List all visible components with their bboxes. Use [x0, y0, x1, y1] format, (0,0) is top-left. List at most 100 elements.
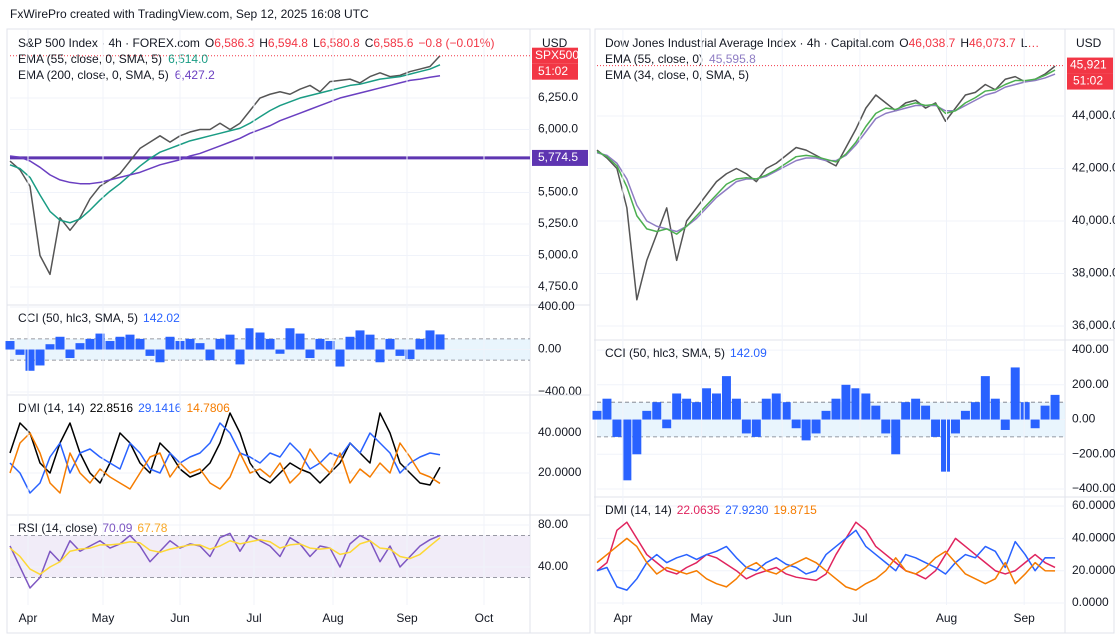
bar	[592, 410, 602, 420]
series-line	[596, 73, 1056, 233]
bar	[415, 338, 425, 350]
bar	[861, 393, 871, 420]
y-tick-label: 5,250.0	[538, 216, 578, 230]
legend-value: 19.8715	[773, 503, 817, 517]
x-tick-label: Apr	[19, 611, 38, 625]
bar	[335, 349, 345, 367]
right-frame	[594, 28, 1115, 634]
y-tick-label: 40.0000	[538, 425, 582, 439]
pane-title: DMI (14, 14)	[18, 401, 85, 415]
x-tick-label: May	[92, 611, 115, 625]
x-tick-label: Apr	[614, 611, 633, 625]
bar	[275, 349, 285, 354]
bar	[1010, 367, 1020, 420]
bar	[15, 349, 25, 355]
bar	[55, 336, 65, 350]
bar	[652, 402, 662, 420]
pane-title: Dow Jones Industrial Average Index · 4h …	[605, 36, 894, 50]
ohlc-value: …	[1027, 36, 1039, 50]
bar	[751, 419, 761, 437]
series-line	[9, 422, 441, 494]
bar	[85, 338, 95, 350]
bar	[950, 419, 960, 434]
x-tick-label: Jul	[246, 611, 261, 625]
bar	[771, 393, 781, 420]
bar	[125, 334, 135, 350]
ohlc-key: O	[205, 36, 214, 50]
bar	[305, 349, 315, 359]
x-tick-label: Jul	[852, 611, 867, 625]
bar	[831, 398, 841, 420]
bar	[245, 328, 255, 350]
y-tick-label: 20.0000	[538, 465, 582, 479]
hline-badge	[532, 149, 588, 166]
currency: USD	[1076, 36, 1102, 50]
bar	[632, 419, 642, 455]
y-tick-label: 40,000.0	[1072, 213, 1115, 227]
bar	[435, 334, 445, 350]
bar	[931, 419, 941, 437]
bar	[285, 328, 295, 350]
bar	[25, 349, 35, 371]
y-tick-label: 44,000.0	[1072, 108, 1115, 122]
bar	[45, 344, 55, 350]
legend-name: EMA (55, close, 0, SMA, 5)	[18, 52, 162, 66]
bar	[35, 349, 45, 366]
bar	[115, 336, 125, 350]
bar	[345, 336, 355, 350]
bar	[801, 419, 811, 441]
legend-value: 29.1416	[138, 401, 182, 415]
legend-value: 67.78	[137, 521, 167, 535]
bar	[970, 402, 980, 420]
bar	[602, 398, 612, 420]
bar	[385, 338, 395, 350]
bar	[375, 349, 385, 363]
legend-name: EMA (200, close, 0, SMA, 5)	[18, 68, 169, 82]
bar	[295, 333, 305, 350]
bar	[225, 334, 235, 350]
y-tick-label: 400.00	[538, 299, 575, 313]
bar	[612, 419, 622, 437]
y-tick-label: 36,000.0	[1072, 318, 1115, 332]
bar	[265, 338, 275, 350]
ohlc-key: H	[259, 36, 268, 50]
legend-value: 142.02	[143, 311, 180, 325]
ohlc-key: L	[313, 36, 320, 50]
y-tick-label: 38,000.0	[1072, 266, 1115, 280]
x-tick-label: Sep	[396, 611, 418, 625]
bar	[692, 402, 702, 420]
legend-name: EMA (34, close, 0, SMA, 5)	[605, 68, 749, 82]
bar	[315, 338, 325, 350]
bar	[712, 393, 721, 420]
y-tick-label: 80.00	[538, 517, 568, 531]
bar	[741, 419, 751, 434]
bar	[662, 419, 672, 429]
bar	[980, 376, 990, 420]
price-badge	[532, 47, 578, 64]
bar	[761, 398, 771, 420]
x-tick-label: Jun	[773, 611, 792, 625]
y-tick-label: 5,500.0	[538, 185, 578, 199]
bar	[205, 349, 215, 361]
pane-title: S&P 500 Index · 4h · FOREX.com	[18, 36, 200, 50]
pane-title: CCI (50, hlc3, SMA, 5)	[605, 346, 725, 360]
y-tick-label: 0.00	[1072, 412, 1096, 426]
y-tick-label: −400.00	[1072, 481, 1115, 495]
bar	[75, 343, 85, 350]
y-tick-label: 40.0000	[1072, 531, 1115, 545]
x-tick-label: Jun	[170, 611, 189, 625]
bar	[1040, 405, 1050, 420]
ohlc-key: C	[365, 36, 374, 50]
bar	[622, 419, 632, 481]
bar	[781, 402, 791, 420]
ohlc-value: 46,073.7	[969, 36, 1016, 50]
currency: USD	[542, 36, 568, 50]
bar	[105, 341, 115, 350]
y-tick-label: 0.0000	[1072, 595, 1109, 609]
ohlc-value: 6,585.6	[373, 36, 413, 50]
x-tick-label: Sep	[1013, 611, 1035, 625]
countdown-badge	[532, 63, 578, 80]
bar	[365, 334, 375, 350]
x-tick-label: Aug	[936, 611, 957, 625]
